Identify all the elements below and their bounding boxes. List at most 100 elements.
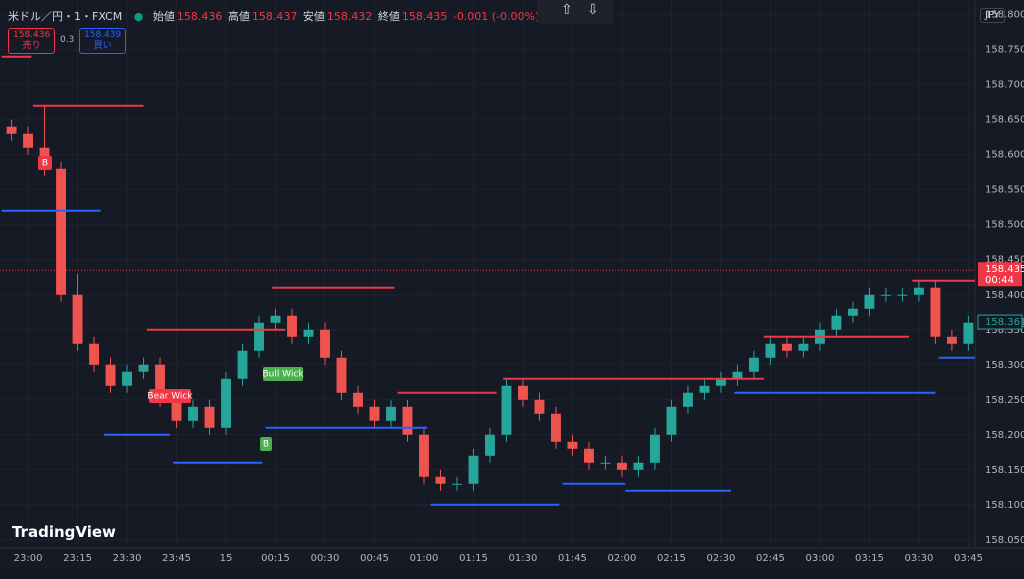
- x-tick-label: 03:45: [954, 553, 983, 564]
- legend: 米ドル／円・1・FXCM ● 始値 158.436 高値 158.437 安値 158…: [8, 10, 540, 23]
- up-button[interactable]: ⇧: [561, 2, 573, 18]
- label: 高値: [227, 10, 250, 23]
- price: 158.436: [13, 30, 51, 40]
- candle-body: [188, 406, 198, 421]
- candle-body: [831, 315, 842, 330]
- x-tick-label: 23:30: [113, 553, 142, 564]
- y-tick-label: 158.150: [985, 465, 1024, 476]
- annotation-box: [260, 437, 272, 451]
- y-tick-label: 158.500: [985, 220, 1024, 231]
- bottom-strip: [0, 568, 1024, 579]
- buy-button[interactable]: 158.439 買い: [79, 28, 127, 54]
- candle-body: [946, 336, 957, 344]
- candle-body: [6, 126, 17, 134]
- x-tick-label: 02:45: [756, 553, 785, 564]
- candle-body: [89, 343, 99, 365]
- candle-body: [287, 315, 297, 337]
- candle-body: [880, 294, 891, 296]
- candle-body: [452, 483, 462, 485]
- x-tick-label: 02:30: [707, 553, 736, 564]
- price: 158.439: [84, 30, 122, 40]
- label: 安値: [302, 10, 325, 23]
- annotation: Bear Wick: [147, 392, 193, 402]
- candle-body: [56, 168, 66, 295]
- x-tick-label: 23:15: [63, 553, 92, 564]
- candle-body: [138, 364, 149, 372]
- candle-body: [485, 434, 495, 456]
- y-tick-label: 158.750: [985, 45, 1024, 56]
- annotation: B: [42, 159, 48, 169]
- annotation-box: [38, 156, 52, 170]
- candle-body: [847, 308, 858, 316]
- indicator-box: [977, 314, 1023, 330]
- candle-body: [270, 315, 281, 323]
- x-tick-label: 00:15: [261, 553, 290, 564]
- candle-body: [864, 294, 875, 309]
- y-tick-label: 158.600: [985, 150, 1024, 161]
- candle-body: [171, 399, 182, 421]
- x-tick-label: 23:00: [14, 553, 43, 564]
- toolbar: ⇧ ⇩: [537, 0, 613, 24]
- sell-button[interactable]: 158.436 売り: [8, 28, 56, 54]
- candle-body: [254, 322, 264, 351]
- candle-body: [781, 343, 792, 351]
- candle-body: [303, 329, 314, 337]
- x-tick-label: 23:45: [162, 553, 191, 564]
- candle-body: [748, 357, 759, 372]
- price-box: [978, 262, 1022, 287]
- candle-body: [897, 294, 908, 296]
- candle-body: [617, 462, 627, 470]
- candle-body: [666, 406, 677, 435]
- candle-body: [930, 287, 941, 337]
- x-tick-label: 00:30: [311, 553, 340, 564]
- down-button[interactable]: ⇩: [587, 2, 599, 18]
- x-tick-label: 03:00: [806, 553, 835, 564]
- y-tick-label: 158.050: [985, 535, 1024, 546]
- annotation-box: [149, 389, 191, 403]
- candle-body: [369, 406, 380, 421]
- y-tick-label: 158.350: [985, 325, 1024, 336]
- annotation-box: [263, 367, 303, 381]
- candle-body: [682, 392, 693, 407]
- currency-button[interactable]: JPY: [980, 8, 1005, 23]
- candle-body: [715, 378, 726, 386]
- candle-body: [204, 406, 215, 428]
- y-tick-label: 158.300: [985, 360, 1024, 371]
- spread: 0.3: [60, 35, 75, 45]
- indicator-label: 158.361: [985, 317, 1024, 328]
- candle-body: [221, 378, 231, 428]
- candle-body: [435, 476, 446, 484]
- candle-body: [386, 406, 396, 421]
- x-tick-label: 03:30: [904, 553, 933, 564]
- candle-body: [913, 287, 924, 295]
- candle-body: [122, 371, 132, 386]
- x-tick-label: 02:00: [608, 553, 637, 564]
- candle-body: [23, 133, 33, 148]
- value: 158.432: [326, 10, 373, 23]
- label: 終値: [377, 10, 400, 23]
- value: 158.437: [251, 10, 298, 23]
- x-tick-label: 15: [220, 553, 233, 564]
- candle-body: [963, 322, 974, 344]
- candle-body: [732, 371, 743, 379]
- label: 買い: [93, 41, 112, 51]
- x-tick-label: 01:45: [558, 553, 587, 564]
- y-tick-label: 158.100: [985, 500, 1024, 511]
- y-tick-label: 158.650: [985, 115, 1024, 126]
- candle-body: [353, 392, 363, 407]
- candle-body: [633, 462, 644, 470]
- candle-body: [336, 357, 347, 393]
- candle-body: [534, 399, 545, 414]
- candle-body: [567, 441, 578, 449]
- candle-body: [105, 364, 116, 386]
- candle-body: [600, 462, 611, 464]
- x-tick-label: 02:15: [657, 553, 686, 564]
- x-tick-label: 01:15: [459, 553, 488, 564]
- candle-body: [501, 385, 512, 435]
- x-tick-label: 00:45: [360, 553, 389, 564]
- candle-body: [518, 385, 528, 400]
- candle-body: [320, 329, 330, 358]
